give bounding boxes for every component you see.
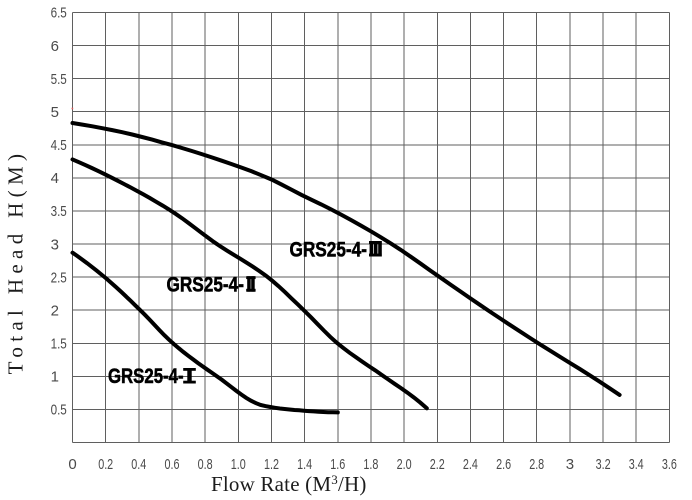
svg-text:0.5: 0.5 [51,402,67,419]
svg-text:2.4: 2.4 [463,456,478,473]
svg-text:1.8: 1.8 [363,456,378,473]
svg-text:6.5: 6.5 [51,5,67,22]
svg-text:1.5: 1.5 [51,336,67,353]
svg-text:1.2: 1.2 [264,456,279,473]
svg-text:5.5: 5.5 [51,71,67,88]
svg-text:2.6: 2.6 [496,456,511,473]
svg-text:1.6: 1.6 [330,456,345,473]
svg-text:0.6: 0.6 [165,456,180,473]
svg-text:2.2: 2.2 [430,456,445,473]
svg-text:4.5: 4.5 [51,137,67,154]
svg-text:2.5: 2.5 [51,269,67,286]
svg-text:4: 4 [51,170,59,187]
svg-text:3: 3 [51,236,59,253]
svg-text:0.8: 0.8 [198,456,213,473]
svg-text:3.4: 3.4 [629,456,644,473]
svg-text:0.4: 0.4 [131,456,146,473]
svg-text:5: 5 [51,104,59,121]
svg-text:1: 1 [51,369,59,386]
svg-text:Flow Rate (M3/H): Flow Rate (M3/H) [211,472,367,496]
svg-text:GRS25-4-: GRS25-4- [290,239,367,262]
svg-text:0: 0 [68,456,76,473]
svg-text:2: 2 [51,302,59,319]
svg-text:3.2: 3.2 [596,456,611,473]
svg-text:3.5: 3.5 [51,203,67,220]
svg-text:2.8: 2.8 [529,456,544,473]
svg-text:1.0: 1.0 [231,456,246,473]
svg-text:1.4: 1.4 [297,456,312,473]
svg-text:GRS25-4-: GRS25-4- [108,365,184,388]
svg-text:6: 6 [51,38,59,55]
svg-text:2.0: 2.0 [397,456,412,473]
svg-text:Total Head H(M): Total Head H(M) [4,149,28,375]
svg-text:0.2: 0.2 [98,456,113,473]
svg-text:3.6: 3.6 [662,456,677,473]
svg-text:3: 3 [566,456,574,473]
svg-text:GRS25-4-: GRS25-4- [167,274,244,297]
